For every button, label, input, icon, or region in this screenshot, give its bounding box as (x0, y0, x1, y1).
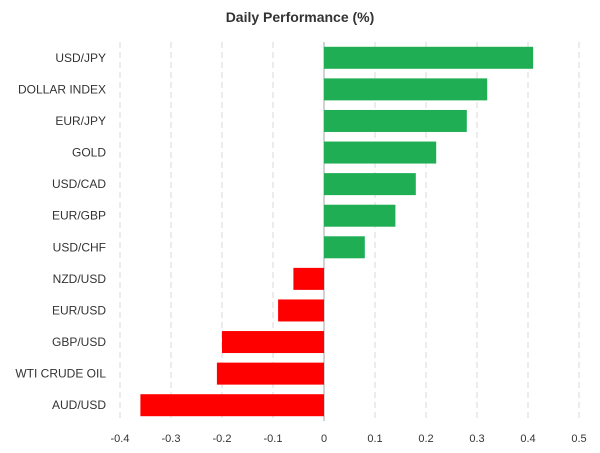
category-label: DOLLAR INDEX (18, 82, 106, 96)
x-tick-label: -0.3 (162, 433, 181, 445)
x-tick-label: 0.1 (367, 433, 382, 445)
x-tick-label: 0.5 (571, 433, 586, 445)
category-label: GOLD (72, 146, 106, 160)
category-label: EUR/JPY (55, 114, 106, 128)
x-tick-label: -0.4 (111, 433, 130, 445)
bar-dollar-index (324, 78, 488, 101)
category-label: AUD/USD (52, 398, 106, 412)
bar-wti-crude-oil (216, 362, 324, 385)
bar-usd-cad (324, 173, 416, 196)
bar-gold (324, 141, 437, 164)
category-label: EUR/USD (52, 303, 106, 317)
category-label: USD/CAD (52, 177, 106, 191)
grid (119, 42, 580, 421)
x-tick-label: -0.2 (213, 433, 232, 445)
x-tick-labels: -0.4 -0.3 -0.2 -0.1 0 0.1 0.2 0.3 0.4 0.5 (111, 433, 587, 445)
category-label: USD/JPY (55, 51, 106, 65)
bar-usd-jpy (324, 46, 534, 69)
bar-aud-usd (140, 394, 324, 417)
category-label: EUR/GBP (52, 209, 106, 223)
x-tick-label: 0.3 (469, 433, 484, 445)
bar-nzd-usd (293, 267, 324, 290)
category-labels: USD/JPY DOLLAR INDEX EUR/JPY GOLD USD/CAD EUR… (15, 51, 106, 412)
x-tick-label: 0.2 (418, 433, 433, 445)
bar-usd-chf (324, 236, 365, 259)
bar-eur-usd (278, 299, 324, 322)
category-label: GBP/USD (52, 335, 106, 349)
x-tick-label: -0.1 (264, 433, 283, 445)
bars (140, 46, 534, 417)
category-label: USD/CHF (53, 240, 106, 254)
bar-eur-gbp (324, 204, 396, 227)
x-tick-label: 0.4 (520, 433, 535, 445)
x-tick-label: 0 (321, 433, 327, 445)
bar-eur-jpy (324, 109, 467, 132)
bar-gbp-usd (222, 331, 324, 354)
chart-title: Daily Performance (%) (226, 9, 375, 25)
category-label: WTI CRUDE OIL (15, 367, 106, 381)
category-label: NZD/USD (53, 272, 107, 286)
